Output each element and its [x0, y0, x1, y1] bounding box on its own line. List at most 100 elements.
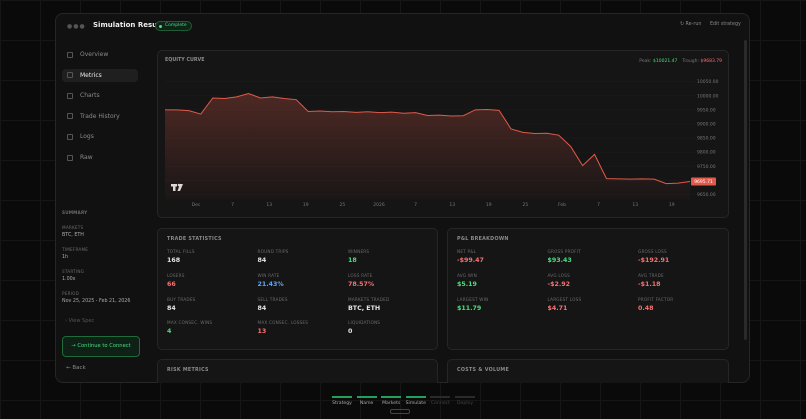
stat-value: -$192.91 — [638, 257, 670, 264]
x-tick-label: Feb — [558, 202, 566, 208]
summary-label: STARTING — [62, 269, 85, 274]
x-tick-label: 2026 — [373, 202, 385, 208]
stat-label: GROSS LOSS — [638, 249, 667, 254]
x-tick-label: 19 — [669, 202, 675, 208]
stat-label: WINNERS — [348, 249, 370, 254]
step-bar — [381, 396, 402, 398]
x-tick-label: 25 — [523, 202, 529, 208]
stat-label: NET P&L — [457, 249, 477, 254]
stat-value: $5.19 — [457, 280, 477, 288]
stat-label: LOSS RATE — [348, 272, 373, 278]
rerun-text: Re-run — [685, 22, 702, 27]
equity-line — [165, 92, 691, 185]
step-label[interactable]: Strategy — [332, 401, 352, 406]
x-tick-label: 7 — [231, 202, 234, 208]
stat-value: 168 — [167, 257, 181, 264]
step-label[interactable]: Name — [359, 401, 374, 406]
stat-value: -$1.18 — [638, 280, 661, 288]
status-text: Complete — [165, 23, 187, 28]
last-value-label: 9695.71 — [694, 179, 713, 185]
stat-label: LIQUIDATIONS — [348, 320, 381, 326]
last-value-badge — [691, 177, 716, 186]
stat-label: SELL TRADES — [257, 296, 288, 302]
x-tick-label: 7 — [597, 202, 600, 208]
nav-item[interactable]: Raw — [62, 151, 138, 164]
edit-button[interactable]: Edit strategy — [710, 22, 741, 27]
stats-panel — [447, 359, 729, 383]
x-tick-label: 13 — [449, 202, 455, 208]
continue-button[interactable]: → Continue to Connect — [62, 336, 140, 357]
summary-label: PERIOD — [62, 291, 80, 296]
view-spec-text: View Spec — [68, 318, 95, 324]
stat-label: MARKETS TRADED — [348, 296, 390, 302]
stat-label: AVG LOSS — [547, 272, 570, 278]
nav-item[interactable]: Charts — [62, 89, 138, 102]
stat-value: 18 — [348, 257, 357, 264]
step-bar — [356, 396, 377, 398]
stat-label: Trough: — [681, 58, 699, 64]
stat-value: 78.57% — [348, 280, 375, 288]
panel-title: P&L BREAKDOWN — [457, 237, 509, 242]
y-tick-label: 9850.00 — [697, 136, 716, 142]
back-button[interactable]: ← Back — [66, 365, 86, 371]
stat-label: ROUND TRIPS — [257, 249, 289, 254]
stat-label: LARGEST WIN — [457, 296, 489, 302]
nav-item[interactable]: Logs — [62, 130, 138, 143]
step-label[interactable]: Connect — [430, 401, 450, 406]
summary-value: 1.00x — [62, 277, 76, 282]
step-label[interactable]: Markets — [382, 401, 401, 406]
y-tick-label: 9650.00 — [697, 192, 716, 198]
stat-label: PROFIT FACTOR — [638, 296, 674, 302]
step-bar — [332, 396, 352, 398]
summary-title: SUMMARY — [62, 210, 88, 215]
nav-item[interactable]: Trade History — [62, 110, 138, 123]
nav-item[interactable]: Metrics — [62, 68, 138, 82]
stat-value: 4 — [167, 328, 172, 336]
stat-value: 84 — [257, 304, 267, 312]
stat-label: AVG TRADE — [638, 272, 664, 278]
stat-label: WIN RATE — [257, 272, 280, 278]
stat-label: GROSS PROFIT — [547, 249, 581, 254]
stat-value: -$2.92 — [547, 280, 571, 288]
y-tick-label: 10050.00 — [697, 79, 719, 85]
stat-label: LOSERS — [167, 272, 185, 278]
stats-panel — [157, 228, 438, 350]
summary-value: Nov 25, 2025 - Feb 21, 2026 — [62, 299, 131, 304]
x-tick-label: 25 — [340, 202, 346, 208]
stat-label: MAX CONSEC. WINS — [167, 320, 213, 326]
panel-title: TRADE STATISTICS — [167, 237, 222, 242]
stat-value: BTC, ETH — [348, 304, 381, 312]
rerun-button[interactable]: ↻ Re-run — [680, 22, 702, 27]
step-indicator — [390, 409, 410, 414]
step-label[interactable]: Simulate — [405, 401, 426, 406]
y-tick-label: 9950.00 — [697, 107, 716, 113]
y-tick-label: 10000.00 — [697, 93, 719, 99]
stat-value: $93.43 — [547, 257, 572, 264]
scrollbar — [744, 40, 747, 340]
summary-value: 1h — [62, 255, 69, 260]
stat-value: $10021.47 — [653, 58, 677, 64]
equity-area — [165, 93, 690, 200]
stat-value: 84 — [257, 257, 267, 264]
view-spec[interactable]: › View Spec — [65, 318, 95, 324]
stat-value: 0.48 — [638, 304, 654, 312]
x-tick-label: 19 — [486, 202, 492, 208]
window-dots: ●●● — [67, 23, 86, 30]
stat-value: -$99.47 — [457, 257, 484, 264]
summary-label: TIMEFRAME — [62, 247, 89, 252]
nav-item[interactable]: Overview — [62, 48, 138, 61]
step-label[interactable]: Deploy — [456, 401, 474, 406]
x-tick-label: 13 — [266, 202, 272, 208]
step-bar — [430, 396, 451, 398]
y-tick-label: 9800.00 — [697, 150, 716, 156]
stat-value: $9683.79 — [701, 58, 723, 64]
stat-value: 0 — [348, 328, 353, 336]
stat-label: Peak: — [639, 58, 651, 64]
stat-value: $11.79 — [457, 304, 482, 312]
x-tick-label: 19 — [303, 202, 309, 208]
y-tick-label: 9750.00 — [697, 164, 716, 170]
panel-title: RISK METRICS — [167, 368, 209, 373]
equity-panel: EQUITY CURVE $9683.79 Trough: $10021.47 Pea… — [157, 50, 729, 218]
chart-title: EQUITY CURVE — [165, 57, 205, 63]
